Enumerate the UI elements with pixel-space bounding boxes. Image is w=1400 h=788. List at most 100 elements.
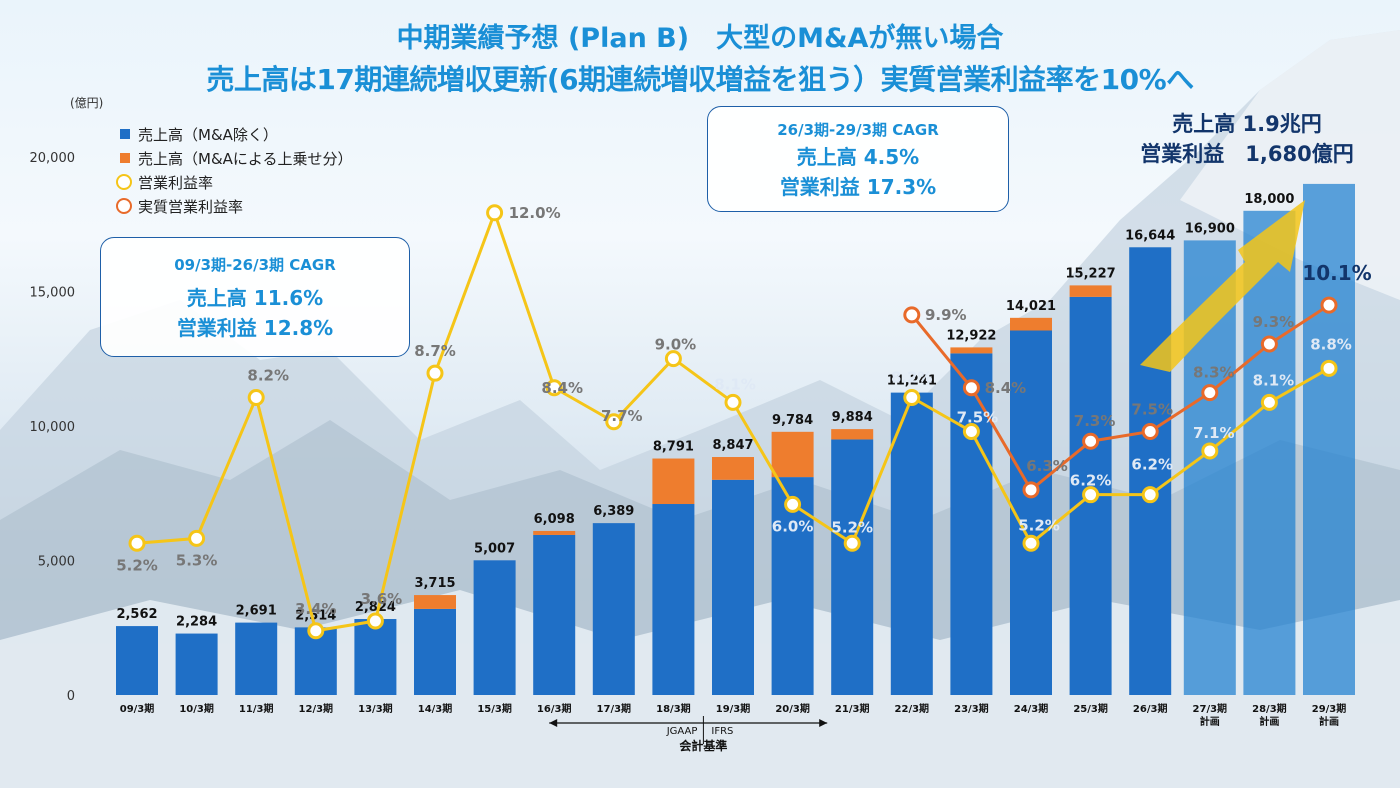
- bar-base: [712, 479, 754, 695]
- cagr-future-heading: 26/3期-29/3期 CAGR: [777, 121, 939, 139]
- bar-ma: [950, 347, 993, 354]
- legend-marker-orange: [116, 198, 132, 214]
- op-margin-point: [784, 495, 802, 513]
- op-margin-point: [1201, 442, 1219, 460]
- bar-total-label: 14,021: [1006, 299, 1056, 314]
- x-tick-label: 22/3期: [895, 702, 930, 715]
- bar-ma: [1069, 285, 1112, 297]
- bar-ma: [712, 457, 754, 480]
- real-op-margin-label: 7.3%: [1074, 412, 1116, 430]
- bar-total-label: 18,000: [1244, 192, 1294, 207]
- bar-base: [354, 619, 397, 695]
- y-tick-label: 0: [67, 689, 75, 704]
- x-tick-label: 18/3期: [656, 702, 691, 715]
- jgaap-label: JGAAP: [666, 726, 698, 737]
- x-tick-label: 13/3期: [358, 702, 393, 715]
- bar-total-label: 2,562: [116, 607, 157, 622]
- bar-base: [1129, 247, 1172, 695]
- bar-base: [533, 534, 576, 695]
- x-tick-label: 24/3期: [1014, 702, 1049, 715]
- op-margin-point: [486, 204, 504, 222]
- op-margin-point: [843, 534, 861, 552]
- target-sales: 売上高 1.9兆円: [1172, 112, 1322, 136]
- cagr-future-op: 営業利益 17.3%: [779, 175, 937, 199]
- op-margin-label: 5.3%: [176, 551, 218, 569]
- bar-base: [1303, 183, 1355, 695]
- real-op-margin-label: 8.4%: [985, 379, 1027, 397]
- x-tick-sublabel: 計画: [1259, 715, 1279, 728]
- real-op-margin-label: 9.9%: [925, 306, 967, 324]
- cagr-past-box: 09/3期-26/3期 CAGR 売上高 11.6% 営業利益 12.8%: [100, 237, 410, 357]
- op-margin-label: 7.7%: [601, 407, 643, 425]
- bar-base: [116, 626, 158, 695]
- x-tick-label: 28/3期: [1252, 702, 1287, 715]
- op-margin-label: 8.1%: [1253, 371, 1295, 389]
- op-margin-label: 8.1%: [714, 375, 756, 393]
- real-op-margin-point: [1260, 335, 1278, 353]
- bar-total-label: 16,644: [1125, 228, 1175, 243]
- op-margin-point: [545, 379, 563, 397]
- legend-label: 売上高（M&A除く）: [138, 125, 278, 144]
- op-margin-label: 5.2%: [831, 518, 873, 536]
- op-margin-label: 8.2%: [247, 366, 289, 384]
- legend-marker-yellow: [116, 174, 132, 190]
- x-tick-label: 20/3期: [775, 702, 810, 715]
- op-margin-point: [307, 622, 325, 640]
- op-margin-point: [1022, 534, 1040, 552]
- x-tick-label: 09/3期: [120, 702, 155, 715]
- cagr-past-heading: 09/3期-26/3期 CAGR: [174, 256, 336, 274]
- op-margin-point: [1260, 393, 1278, 411]
- bar-total-label: 15,227: [1066, 266, 1116, 281]
- bar-total-label: 2,514: [295, 608, 336, 623]
- op-margin-label: 3.4%: [295, 600, 337, 618]
- x-tick-label: 16/3期: [537, 702, 572, 715]
- op-margin-point: [366, 612, 384, 630]
- legend-item-sales-base: 売上高（M&A除く）: [120, 122, 352, 146]
- x-tick-label: 10/3期: [179, 702, 214, 715]
- real-op-margin-label: 10.1%: [1302, 261, 1371, 285]
- cagr-past-sales: 売上高 11.6%: [186, 286, 324, 310]
- real-op-margin-label: 6.3%: [1026, 457, 1068, 475]
- bar-base: [592, 523, 635, 695]
- op-margin-point: [962, 423, 980, 440]
- legend-swatch-orange: [120, 153, 130, 163]
- real-op-margin-label: 8.3%: [1193, 364, 1235, 382]
- op-margin-point: [605, 413, 623, 431]
- real-op-margin-point: [1320, 296, 1338, 314]
- x-tick-sublabel: 計画: [1200, 715, 1220, 728]
- legend-item-op-margin: 営業利益率: [116, 170, 352, 194]
- x-tick-label: 11/3期: [239, 702, 274, 715]
- bar-base: [235, 622, 278, 695]
- bar-total-label: 2,824: [355, 600, 396, 615]
- x-tick-label: 17/3期: [597, 702, 632, 715]
- bar-base: [950, 353, 993, 695]
- bar-total-label: 12,922: [946, 328, 996, 343]
- op-margin-label: 8.8%: [1310, 335, 1352, 353]
- legend-item-real-op-margin: 実質営業利益率: [116, 194, 352, 218]
- bar-total-label: 2,691: [236, 604, 277, 619]
- op-margin-point: [247, 388, 265, 406]
- x-tick-label: 12/3期: [299, 702, 334, 715]
- real-op-margin-point: [1141, 423, 1159, 440]
- op-margin-label: 6.2%: [1070, 472, 1112, 490]
- real-op-margin-label: 9.3%: [1253, 313, 1295, 331]
- bar-total-label: 9,784: [772, 413, 813, 428]
- x-tick-sublabel: 計画: [1319, 715, 1339, 728]
- real-op-margin-point: [903, 306, 921, 324]
- op-margin-label: 5.2%: [1018, 516, 1060, 534]
- y-tick-label: 20,000: [30, 151, 76, 166]
- bar-base: [1243, 210, 1296, 696]
- op-margin-point: [188, 529, 206, 547]
- bar-ma: [1010, 317, 1052, 331]
- title-line-1: 中期業績予想 (Plan B) 大型のM&Aが無い場合: [396, 23, 1004, 54]
- op-margin-label: 3.6%: [361, 590, 403, 608]
- bar-base: [1010, 330, 1052, 695]
- y-tick-label: 10,000: [30, 420, 76, 435]
- op-margin-label: 7.5%: [957, 409, 999, 427]
- bar-base: [652, 504, 695, 695]
- legend: 売上高（M&A除く） 売上高（M&Aによる上乗せ分） 営業利益率 実質営業利益率: [116, 122, 352, 218]
- bar-total-label: 2,284: [176, 615, 217, 630]
- bar-total-label: 3,715: [414, 576, 455, 591]
- accounting-label: 会計基準: [679, 738, 727, 753]
- op-margin-label: 6.0%: [772, 517, 814, 535]
